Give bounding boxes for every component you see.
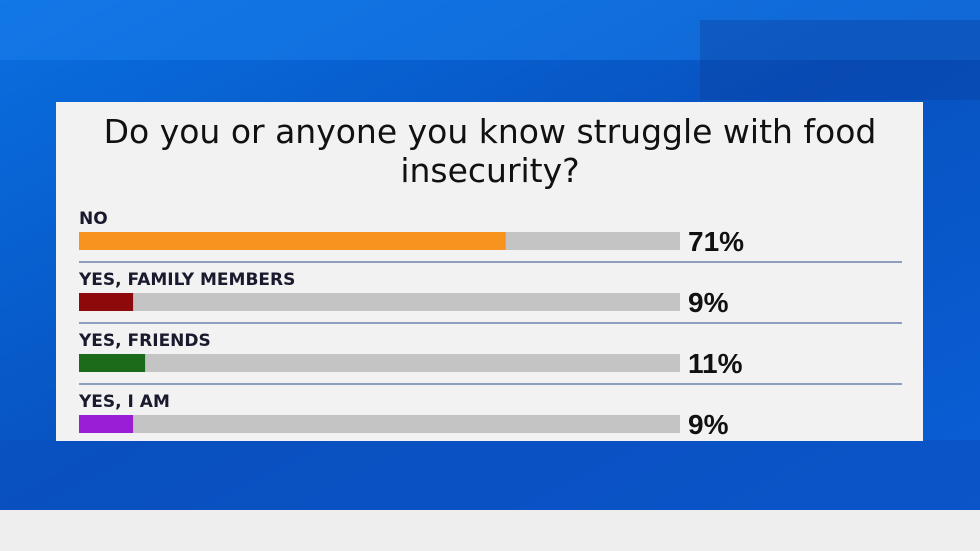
category-label: NO: [79, 209, 108, 229]
bar-track: [79, 415, 680, 433]
bar-track: [79, 293, 680, 311]
value-label: 11%: [688, 348, 743, 379]
background-band: [0, 440, 980, 510]
value-label: 9%: [688, 409, 729, 440]
value-label: 9%: [688, 287, 729, 318]
bar-track: [79, 354, 680, 372]
category-label: YES, FRIENDS: [78, 331, 211, 351]
bar: [79, 293, 134, 311]
background-block: [700, 20, 980, 100]
bar: [79, 354, 146, 372]
value-label: 71%: [688, 226, 744, 257]
background-band: [0, 0, 980, 60]
category-label: YES, I AM: [78, 392, 170, 412]
chart-title: Do you or anyone you know struggle with …: [103, 112, 877, 190]
bar: [79, 232, 506, 250]
category-label: YES, FAMILY MEMBERS: [78, 270, 295, 290]
lower-strip: [0, 510, 980, 551]
bar: [79, 415, 134, 433]
